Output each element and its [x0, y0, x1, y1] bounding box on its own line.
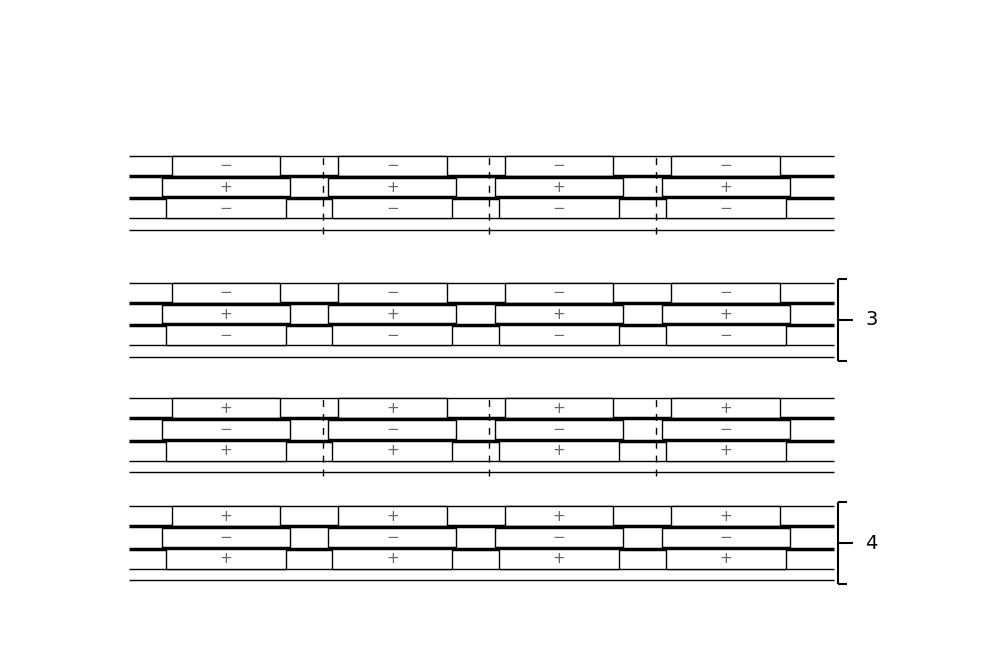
Bar [505, 156, 613, 176]
Text: −: − [553, 158, 565, 174]
Text: −: − [719, 328, 732, 343]
Text: −: − [553, 530, 565, 545]
Text: −: − [219, 530, 232, 545]
Text: −: − [386, 201, 399, 216]
Text: −: − [386, 530, 399, 545]
Bar [166, 548, 286, 568]
Bar [166, 198, 286, 218]
Bar [666, 441, 786, 461]
Bar [172, 399, 280, 418]
Bar [671, 399, 780, 418]
Bar [499, 198, 619, 218]
Text: −: − [719, 422, 732, 437]
Text: +: + [553, 551, 565, 566]
Text: +: + [719, 509, 732, 523]
Bar [499, 548, 619, 568]
Bar [338, 506, 447, 526]
Text: −: − [719, 158, 732, 174]
Text: +: + [719, 551, 732, 566]
Text: +: + [219, 444, 232, 458]
Text: +: + [219, 551, 232, 566]
Bar [666, 325, 786, 345]
Bar [338, 283, 447, 303]
Text: −: − [386, 422, 399, 437]
Text: +: + [719, 444, 732, 458]
Bar [332, 325, 452, 345]
Text: +: + [219, 180, 232, 195]
Text: −: − [553, 422, 565, 437]
Text: −: − [719, 530, 732, 545]
Bar [499, 325, 619, 345]
Bar [505, 399, 613, 418]
Text: −: − [219, 328, 232, 343]
Text: +: + [553, 444, 565, 458]
Text: +: + [219, 306, 232, 321]
Text: +: + [719, 306, 732, 321]
Text: +: + [219, 509, 232, 523]
Text: −: − [719, 201, 732, 216]
Text: +: + [553, 180, 565, 195]
Text: +: + [553, 401, 565, 416]
Bar [666, 548, 786, 568]
Bar [671, 156, 780, 176]
Text: −: − [553, 328, 565, 343]
Text: 4: 4 [865, 534, 878, 552]
Text: −: − [386, 285, 399, 300]
Bar [332, 441, 452, 461]
Text: +: + [386, 306, 399, 321]
Text: −: − [219, 158, 232, 174]
Bar [671, 506, 780, 526]
Bar [505, 283, 613, 303]
Text: −: − [386, 328, 399, 343]
Text: −: − [219, 201, 232, 216]
Text: +: + [719, 180, 732, 195]
Bar [338, 156, 447, 176]
Text: +: + [719, 401, 732, 416]
Text: −: − [219, 285, 232, 300]
Bar [172, 283, 280, 303]
Text: +: + [219, 401, 232, 416]
Bar [338, 399, 447, 418]
Bar [666, 198, 786, 218]
Bar [671, 283, 780, 303]
Text: 3: 3 [865, 310, 878, 329]
Bar [332, 548, 452, 568]
Text: +: + [386, 509, 399, 523]
Text: −: − [553, 201, 565, 216]
Bar [499, 441, 619, 461]
Bar [172, 156, 280, 176]
Text: +: + [553, 306, 565, 321]
Bar [172, 506, 280, 526]
Bar [166, 441, 286, 461]
Bar [332, 198, 452, 218]
Text: −: − [553, 285, 565, 300]
Text: +: + [386, 180, 399, 195]
Bar [166, 325, 286, 345]
Text: −: − [219, 422, 232, 437]
Bar [505, 506, 613, 526]
Text: +: + [386, 551, 399, 566]
Text: −: − [719, 285, 732, 300]
Text: +: + [553, 509, 565, 523]
Text: +: + [386, 444, 399, 458]
Text: +: + [386, 401, 399, 416]
Text: −: − [386, 158, 399, 174]
